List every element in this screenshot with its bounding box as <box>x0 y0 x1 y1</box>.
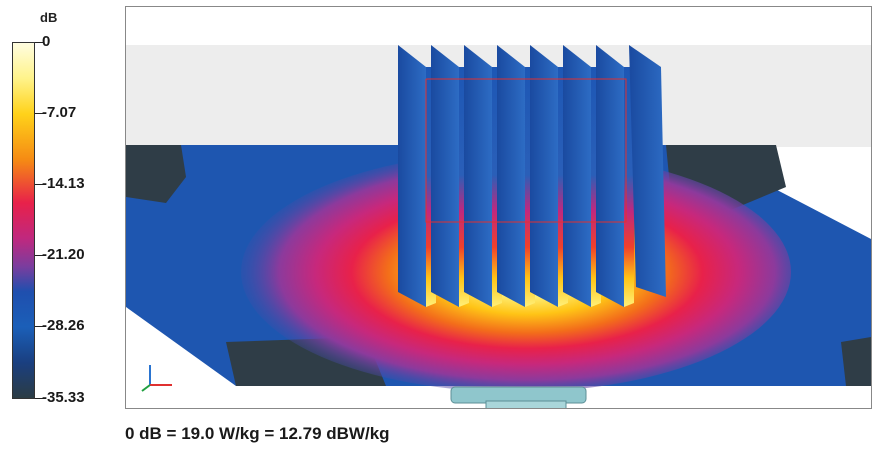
colorbar-tick-label: -7.07 <box>42 104 77 121</box>
reference-caption: 0 dB = 19.0 W/kg = 12.79 dBW/kg <box>125 424 390 443</box>
colorbar-tick <box>35 326 43 327</box>
cut-plane-fin <box>596 45 624 307</box>
colorbar-legend: dB 0 -7.07 -14.13 -21.20 -28.26 -35.33 <box>0 0 120 420</box>
cut-plane-fin <box>629 45 666 297</box>
colorbar-tick <box>35 42 43 43</box>
axis-triad-icon <box>141 365 172 392</box>
cut-plane-fin <box>497 45 525 307</box>
colorbar-tick <box>35 255 43 256</box>
cut-plane-fin <box>464 45 492 307</box>
colorbar-tick <box>35 398 43 399</box>
plate-corner-dark <box>841 337 871 386</box>
colorbar-tick-label: -35.33 <box>42 389 85 406</box>
antenna-outline <box>425 78 627 223</box>
sar-field-visualization <box>125 6 872 409</box>
cut-plane-fins <box>398 45 666 307</box>
colorbar-gradient <box>12 42 35 399</box>
sar-scene-svg <box>126 45 871 408</box>
colorbar-tick-label: -28.26 <box>42 317 85 334</box>
colorbar-tick-label: -21.20 <box>42 246 85 263</box>
colorbar-tick <box>35 184 43 185</box>
cut-plane-fin <box>431 45 459 307</box>
colorbar-tick-label: -14.13 <box>42 175 85 192</box>
cut-plane-fin <box>398 45 426 307</box>
plate-corner-dark <box>126 145 186 203</box>
colorbar-unit-label: dB <box>40 10 58 25</box>
cut-plane-fin <box>563 45 591 307</box>
colorbar-tick-label: 0 <box>42 33 51 50</box>
support-stand <box>485 400 567 408</box>
colorbar-tick <box>35 113 43 114</box>
cut-plane-fin <box>530 45 558 307</box>
